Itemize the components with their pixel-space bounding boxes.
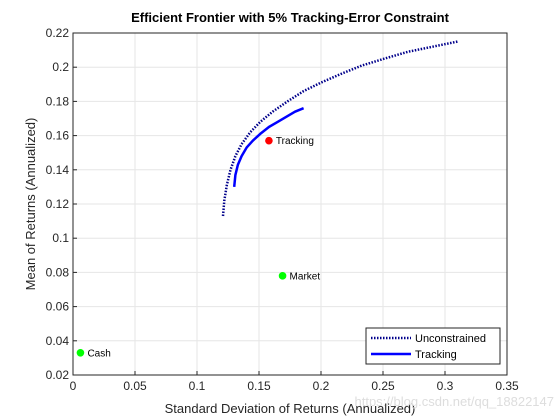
y-axis-label: Mean of Returns (Annualized) (23, 118, 38, 291)
point-market (278, 272, 287, 280)
point-label-market: Market (290, 271, 321, 282)
y-tick-label: 0.16 (46, 129, 70, 143)
series-lines (221, 40, 458, 217)
x-tick-label: 0.35 (495, 379, 519, 393)
y-tick-label: 0.1 (52, 231, 69, 245)
point-label-cash: Cash (87, 348, 110, 359)
legend-label-unconstrained: Unconstrained (415, 333, 486, 345)
x-tick-label: 0.05 (123, 379, 147, 393)
chart-title: Efficient Frontier with 5% Tracking-Erro… (131, 10, 449, 25)
y-tick-label: 0.22 (46, 26, 70, 40)
series-line-unconstrained (221, 40, 458, 217)
legend-box (365, 327, 501, 365)
y-tick-label: 0.14 (46, 163, 70, 177)
series-line-tracking (232, 107, 305, 188)
y-tick-label: 0.12 (46, 197, 70, 211)
watermark: https://blog.csdn.net/qq_18822147 (354, 394, 555, 409)
point-tracking (265, 136, 273, 145)
y-tick-label: 0.08 (46, 265, 70, 279)
point-label-tracking: Tracking (276, 136, 314, 147)
x-tick-label: 0.3 (437, 379, 454, 393)
legend-label-tracking: Tracking (415, 349, 457, 361)
x-tick-label: 0.15 (247, 379, 271, 393)
x-tick-label: 0.1 (189, 379, 206, 393)
x-axis-ticks: 0 0.05 0.1 0.15 0.2 0.25 0.3 0.35 (70, 371, 519, 393)
point-cash (76, 348, 85, 357)
x-tick-label: 0 (70, 379, 77, 393)
legend: Unconstrained Tracking (365, 327, 501, 365)
x-tick-label: 0.2 (313, 379, 330, 393)
y-tick-label: 0.04 (46, 334, 70, 348)
plot-frame (72, 32, 508, 376)
y-axis-ticks: 0.02 0.04 0.06 0.08 0.1 0.12 0.14 0.16 0.18 0.2 0.… (46, 26, 77, 382)
y-tick-label: 0.18 (46, 94, 70, 108)
annotated-points: Tracking Market Cash (76, 136, 321, 359)
y-tick-label: 0.2 (52, 60, 69, 74)
x-tick-label: 0.25 (371, 379, 395, 393)
y-tick-label: 0.02 (46, 368, 70, 382)
y-tick-label: 0.06 (46, 300, 70, 314)
x-axis-label: Standard Deviation of Returns (Annualize… (165, 401, 416, 416)
